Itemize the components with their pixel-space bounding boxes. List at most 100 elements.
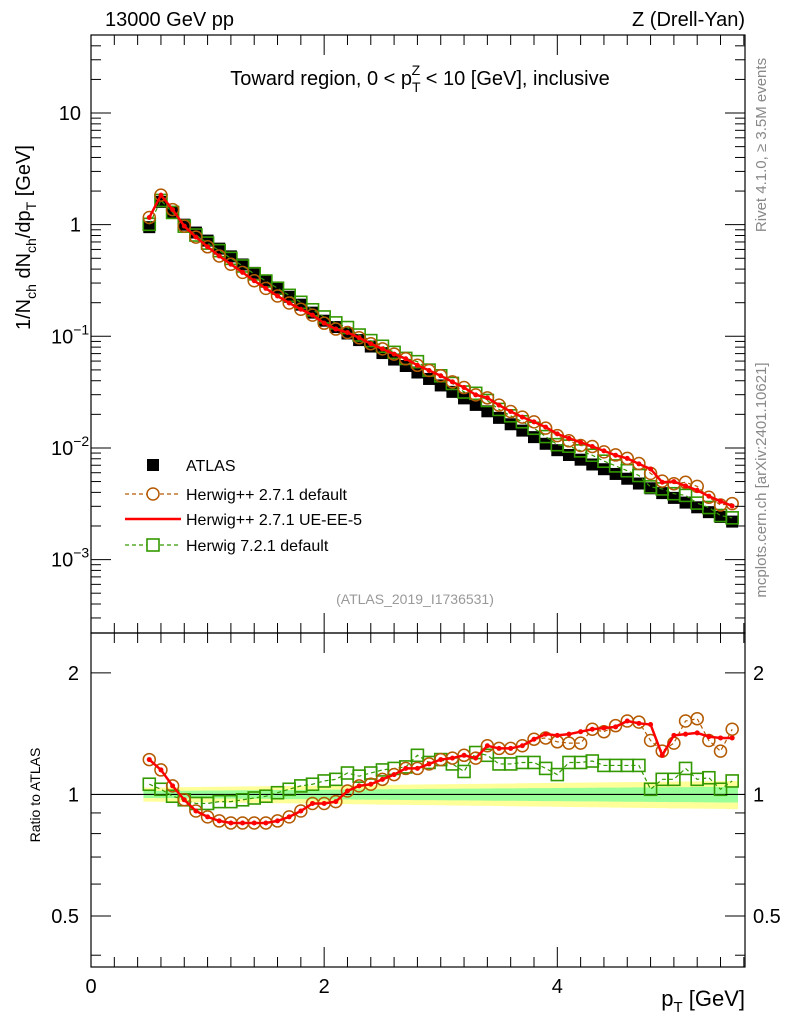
ratio-point [683, 731, 689, 737]
header-right: Z (Drell-Yan) [632, 9, 745, 31]
ratio-point [667, 772, 681, 787]
atlas-point [621, 472, 634, 485]
atlas-point [213, 242, 226, 255]
main-point [480, 391, 495, 405]
y-label-part: /dp [13, 210, 35, 238]
ratio-point [321, 800, 327, 806]
ratio-point [181, 797, 187, 803]
ratio-point [531, 736, 537, 742]
main-point [671, 479, 677, 485]
main-point [694, 487, 700, 493]
ratio-point [275, 818, 281, 824]
main-point [678, 488, 693, 503]
main-point [589, 443, 595, 449]
ratio-point [613, 724, 619, 730]
series-atlas [143, 195, 739, 528]
main-point [702, 490, 716, 504]
ratio-point [643, 782, 658, 797]
main-point [142, 210, 157, 225]
ratio-y-axis-label: Ratio to ATLAS [27, 748, 43, 843]
ratio-point [566, 731, 572, 737]
ratio-point [356, 783, 362, 789]
ratio-point [636, 720, 642, 726]
x-label-main: p [661, 986, 673, 1011]
chart-marks [142, 188, 739, 830]
ratio-point [538, 761, 553, 776]
main-point [286, 300, 292, 306]
main-point [538, 421, 553, 435]
legend-label: Herwig++ 2.7.1 UE-EE-5 [186, 512, 362, 529]
y-label-sub: ch [23, 284, 39, 299]
atlas-point [493, 411, 506, 424]
main-point [659, 479, 665, 485]
main-point [636, 461, 642, 467]
main-point [403, 356, 409, 362]
ratio-point [146, 757, 152, 763]
main-point [282, 296, 296, 310]
main-point [259, 281, 273, 296]
plot-title: Toward region, 0 < pTZ < 10 [GeV], inclu… [230, 62, 609, 95]
atlas-point [597, 463, 610, 476]
ratio-point [601, 725, 607, 731]
legend-entry: Herwig++ 2.7.1 default [125, 487, 348, 504]
main-point [251, 278, 257, 284]
series-ratio-1 [142, 711, 739, 830]
x-tick-label: 2 [319, 976, 330, 998]
ratio-point [375, 772, 390, 787]
y-tick-label: 10 [59, 103, 81, 125]
main-point [240, 269, 246, 275]
series-ratio-2 [146, 718, 735, 826]
ratio-point [550, 767, 565, 782]
ratio-point [200, 810, 215, 824]
legend-entry: ATLAS [147, 458, 236, 475]
main-point [648, 466, 654, 472]
ratio-point [438, 757, 444, 763]
ratio-point [484, 743, 490, 749]
ratio-point [298, 808, 304, 814]
ratio-point [461, 752, 467, 758]
atlas-point [609, 467, 622, 480]
ratio-point [706, 734, 712, 740]
atlas-point [679, 496, 692, 509]
main-point [531, 419, 537, 425]
ratio-point [473, 755, 479, 761]
ratio-point [515, 738, 530, 753]
main-point [247, 274, 261, 288]
main-point [181, 223, 187, 229]
ratio-point [718, 735, 724, 741]
atlas-point [399, 360, 412, 373]
ratio-point [368, 781, 374, 787]
main-point [317, 316, 331, 330]
y-label-part: 1/N [13, 299, 35, 330]
atlas-point [539, 437, 552, 450]
main-point [275, 293, 281, 299]
legend-label: ATLAS [186, 458, 236, 475]
ratio-point [403, 765, 409, 771]
ratio-point [344, 788, 350, 794]
ratio-point [426, 761, 432, 767]
ratio-point [648, 721, 654, 727]
ratio-y-tick-label-right: 1 [753, 784, 764, 806]
main-point [235, 265, 250, 280]
main-point [391, 351, 397, 357]
main-point [375, 342, 390, 356]
header-left: 13000 GeV pp [105, 9, 234, 31]
main-line [148, 192, 733, 508]
main-point [426, 368, 432, 374]
main-point [484, 395, 490, 401]
main-point [422, 363, 436, 378]
main-line [148, 194, 733, 506]
atlas-point [574, 453, 587, 466]
main-point [613, 452, 619, 458]
main-point [601, 448, 607, 454]
y-tick-label: 10−1 [51, 321, 89, 348]
ratio-y-tick-label-right: 0.5 [753, 906, 781, 928]
ratio-point [240, 820, 246, 826]
atlas-point [691, 501, 704, 514]
ratio-point [449, 755, 455, 761]
plot-title-sub: T [412, 79, 421, 95]
main-point [433, 369, 448, 383]
legend-entry: Herwig++ 2.7.1 UE-EE-5 [125, 512, 362, 529]
ratio-point [414, 765, 420, 771]
y-axis-label: 1/Nch dNch/dpT [GeV] [13, 145, 39, 330]
